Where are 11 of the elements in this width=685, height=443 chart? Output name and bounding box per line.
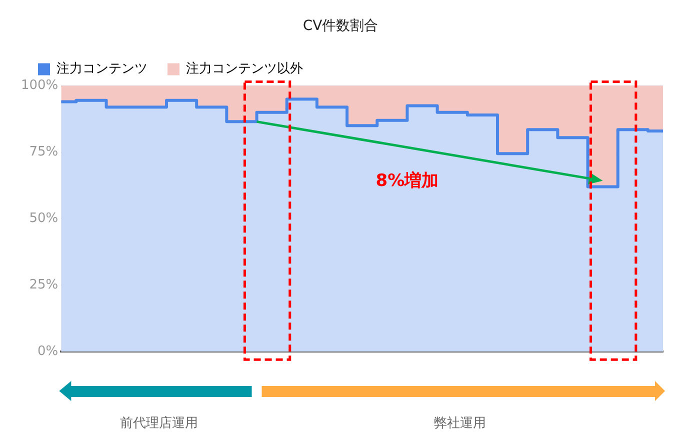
legend-label: 注力コンテンツ以外: [186, 62, 303, 77]
legend-label: 注力コンテンツ: [56, 62, 148, 77]
annotation: 8%増加: [376, 170, 439, 191]
text: 前代理店運用: [120, 415, 198, 432]
y-tick-label: 100%: [20, 78, 58, 94]
text: 弊社運用: [434, 415, 486, 432]
chart-title: CV件数割合: [302, 18, 378, 34]
y-tick-label: 75%: [29, 144, 58, 160]
y-tick-label: 25%: [29, 278, 58, 293]
y-tick-label: 0%: [38, 344, 58, 359]
y-tick-label: 50%: [29, 211, 58, 226]
